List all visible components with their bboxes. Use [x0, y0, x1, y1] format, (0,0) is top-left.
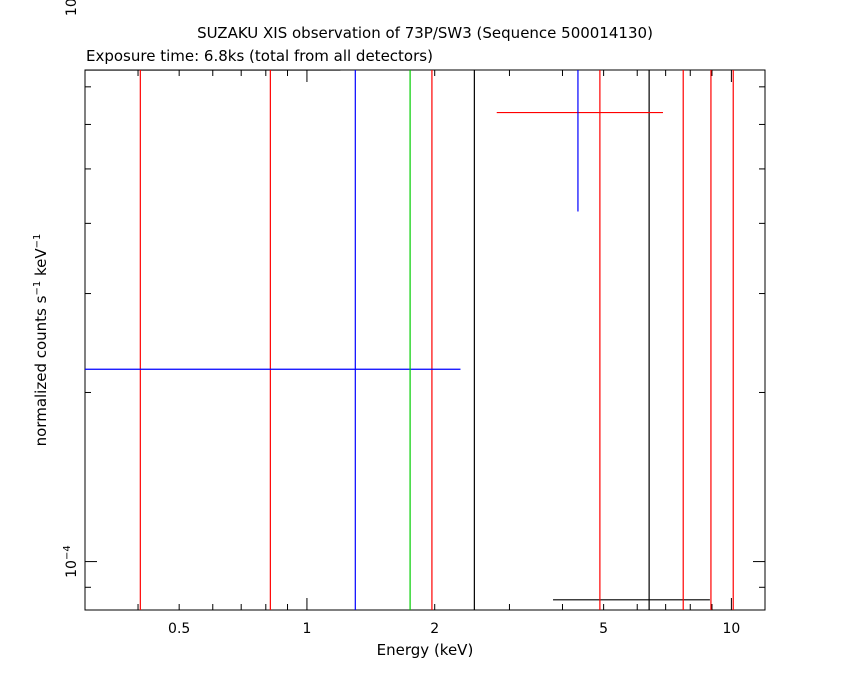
- data-point: [710, 70, 712, 610]
- data-point: [431, 70, 433, 610]
- x-axis-label: Energy (keV): [377, 641, 474, 659]
- x-tick-label: 0.5: [168, 621, 190, 637]
- y-axis-label: normalized counts s−1 keV−1: [32, 234, 50, 447]
- data-points: [85, 70, 734, 610]
- y-axis-label-exp1: −1: [32, 281, 43, 296]
- data-point: [577, 70, 579, 212]
- chart-title: SUZAKU XIS observation of 73P/SW3 (Seque…: [197, 24, 653, 42]
- data-point: [269, 70, 271, 610]
- x-tick-label: 10: [722, 621, 740, 637]
- x-tick-label: 1: [302, 621, 311, 637]
- x-tick-label: 2: [430, 621, 439, 637]
- y-tick-labels: 10−4 10−3: [62, 0, 80, 578]
- y-tick-label: 10−3: [62, 0, 80, 16]
- y-axis-label-exp2: −1: [32, 234, 43, 249]
- x-tick-labels: 0.5 1 2 5 10: [168, 621, 740, 637]
- chart-subtitle: Exposure time: 6.8ks (total from all det…: [86, 47, 433, 65]
- data-point: [682, 70, 684, 610]
- y-axis-label-mid: keV: [32, 248, 50, 281]
- y-tick-label: 10−4: [62, 545, 80, 578]
- x-tick-label: 5: [599, 621, 608, 637]
- y-axis-label-base: normalized counts s: [32, 295, 50, 446]
- axis-ticks: [84, 70, 765, 610]
- data-point: [85, 70, 461, 610]
- plot-frame: [84, 69, 766, 611]
- data-point: [496, 70, 663, 610]
- data-point: [553, 70, 710, 610]
